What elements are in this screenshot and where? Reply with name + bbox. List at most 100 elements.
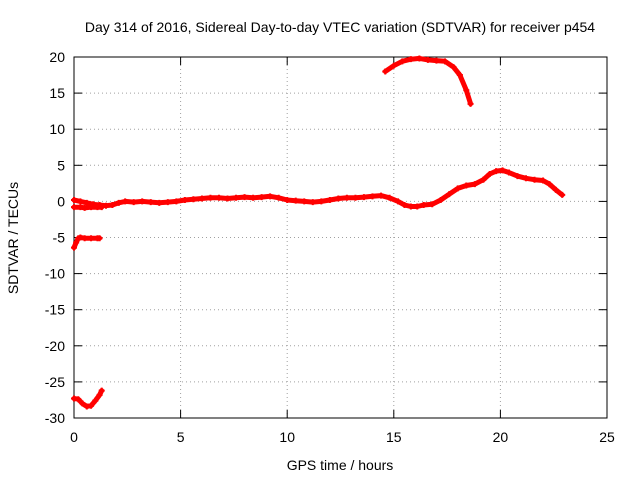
y-tick-label: 5: [57, 157, 65, 173]
data-point: [102, 202, 109, 209]
y-tick-label: -30: [45, 410, 65, 426]
data-point: [407, 203, 414, 210]
y-tick-label: -15: [45, 302, 65, 318]
data-point: [164, 199, 171, 206]
x-tick-label: 10: [279, 429, 295, 445]
data-point: [480, 176, 487, 183]
data-point: [318, 198, 325, 205]
data-point: [181, 196, 188, 203]
x-tick-label: 5: [177, 429, 185, 445]
grid-layer: [74, 57, 607, 418]
data-point: [207, 194, 214, 201]
data-point: [343, 194, 350, 201]
data-point: [71, 196, 77, 203]
data-point: [454, 185, 461, 192]
data-point: [378, 192, 385, 199]
data-point: [433, 57, 440, 64]
data-point: [198, 195, 205, 202]
x-tick-label: 0: [70, 429, 78, 445]
data-point: [522, 175, 529, 182]
data-point: [456, 72, 463, 79]
plot-frame: [73, 56, 608, 419]
data-point: [552, 186, 559, 193]
data-point: [215, 194, 222, 201]
data-point: [96, 235, 103, 242]
data-point: [122, 198, 129, 205]
data-point: [540, 177, 547, 184]
series-lower-track: [71, 204, 105, 211]
data-point: [81, 204, 88, 211]
y-tick-label: 15: [49, 85, 65, 101]
x-tick-label: 15: [386, 429, 402, 445]
y-tick-label: -20: [45, 338, 65, 354]
series-upper-arc: [382, 55, 474, 107]
data-point: [463, 87, 470, 94]
data-point: [292, 197, 299, 204]
series-main-track: [71, 167, 566, 210]
data-point: [275, 194, 282, 201]
data-point: [499, 167, 506, 174]
data-point: [88, 235, 95, 242]
data-point: [173, 198, 180, 205]
y-tick-label: 10: [49, 121, 65, 137]
y-tick-label: 20: [49, 49, 65, 65]
x-axis-label: GPS time / hours: [287, 457, 394, 473]
series-trace: [382, 55, 474, 107]
data-point: [109, 202, 116, 209]
data-point: [267, 193, 274, 200]
data-point: [71, 244, 77, 251]
data-point: [335, 195, 342, 202]
data-point: [77, 198, 84, 205]
data-point: [73, 239, 80, 246]
data-point: [416, 55, 423, 62]
data-point: [450, 64, 457, 71]
data-point: [79, 400, 86, 407]
data-point: [559, 191, 566, 198]
y-axis-label: SDTVAR / TECUs: [5, 182, 21, 294]
data-point: [98, 387, 105, 394]
data-point: [88, 402, 95, 409]
data-point: [233, 194, 240, 201]
data-point: [386, 194, 393, 201]
data-point: [441, 58, 448, 65]
y-tick-label: 0: [57, 193, 65, 209]
data-point: [531, 176, 538, 183]
data-point: [486, 170, 493, 177]
data-point: [399, 58, 406, 65]
data-point: [395, 198, 402, 205]
data-point: [382, 68, 389, 75]
data-point: [505, 169, 512, 176]
data-point: [352, 194, 359, 201]
tick-layer: 0 5 10 15 20 25 -30 -25 -20 -15 -10 -5 0 5 10 15 20: [45, 49, 615, 445]
data-point: [190, 196, 197, 203]
data-point: [241, 194, 248, 201]
chart-title: Day 314 of 2016, Sidereal Day-to-day VTE…: [85, 19, 595, 35]
data-point: [424, 56, 431, 63]
data-point: [401, 202, 408, 209]
data-point: [471, 181, 478, 188]
data-point: [147, 199, 154, 206]
data-point: [92, 397, 99, 404]
data-point: [493, 168, 500, 175]
data-point: [463, 182, 470, 189]
data-point: [407, 56, 414, 63]
data-point: [156, 199, 163, 206]
data-point: [81, 235, 88, 242]
data-point: [467, 100, 474, 107]
data-point: [71, 204, 77, 211]
data-point: [139, 198, 146, 205]
x-tick-label: 20: [493, 429, 509, 445]
data-point: [369, 193, 376, 200]
data-point: [309, 199, 316, 206]
series-bottom-arc: [71, 387, 105, 410]
data-point: [420, 202, 427, 209]
data-point: [250, 194, 257, 201]
data-point: [130, 199, 137, 206]
data-point: [514, 173, 521, 180]
data-point: [390, 62, 397, 69]
data-point: [83, 199, 90, 206]
data-point: [429, 201, 436, 208]
series-negative-five-segment: [71, 234, 103, 251]
data-point: [284, 196, 291, 203]
